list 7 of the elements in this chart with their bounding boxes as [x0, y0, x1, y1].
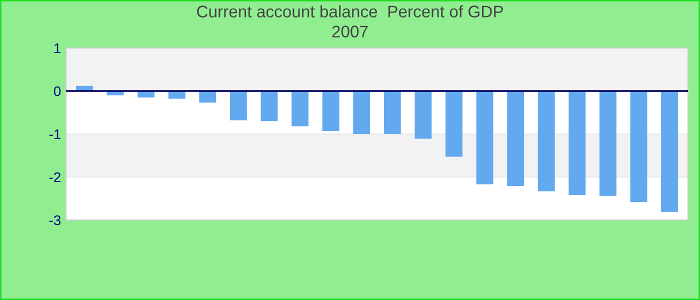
y-tick-label: 0: [54, 86, 61, 96]
y-tick-label: 1: [54, 43, 60, 54]
y-tick-label: -2: [49, 172, 60, 182]
chart-title: Current account balance Percent of GDP: [197, 5, 503, 18]
y-tick-label: -1: [49, 129, 60, 140]
y-tick-label: -3: [49, 215, 61, 226]
chart-subtitle: 2007: [332, 26, 368, 38]
